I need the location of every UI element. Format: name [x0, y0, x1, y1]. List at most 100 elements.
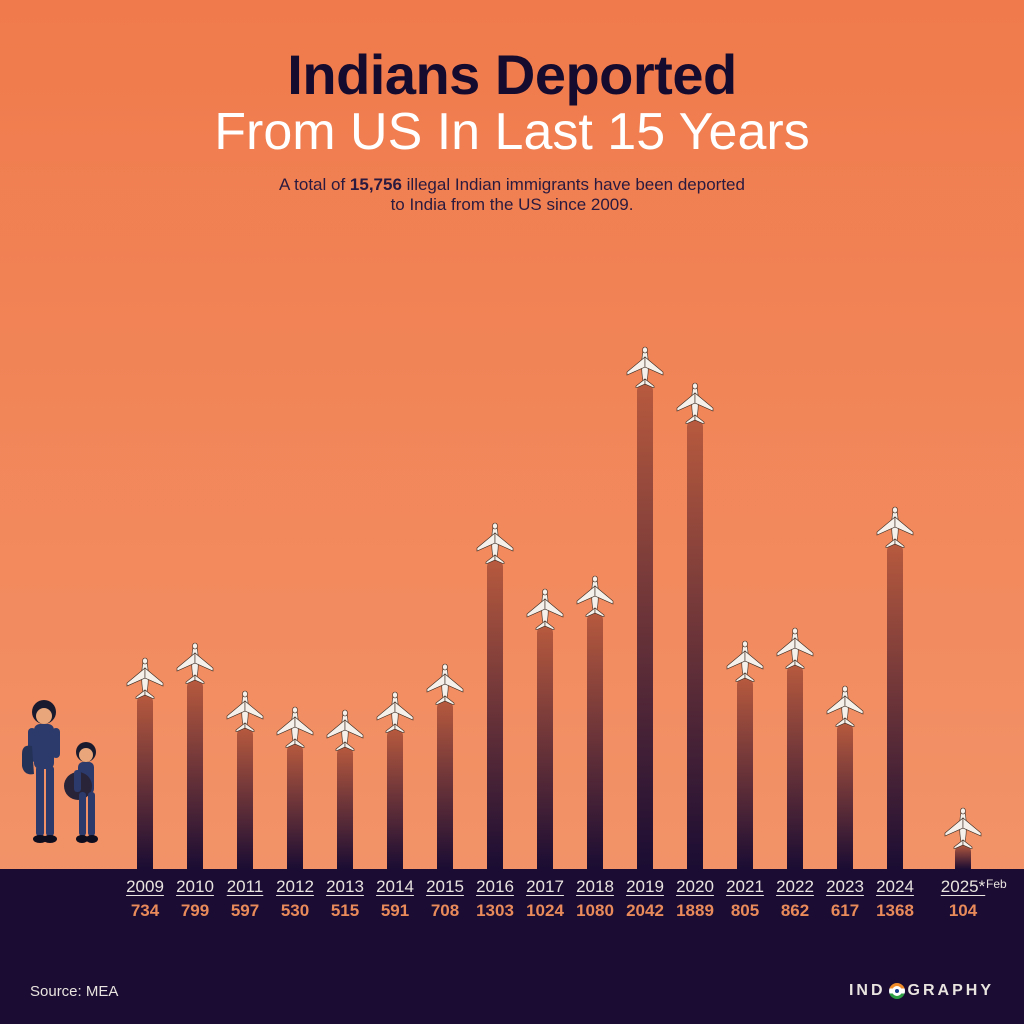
bar-2023 — [820, 722, 870, 869]
brand-chakra-icon — [889, 983, 905, 999]
year-label: 2009 — [120, 877, 170, 897]
value-label: 805 — [720, 901, 770, 921]
bar-trail — [687, 419, 703, 869]
year-label: 2017 — [520, 877, 570, 897]
title-line-2: From US In Last 15 Years — [0, 105, 1024, 160]
axis-label-2012: 2012 530 — [270, 877, 320, 921]
bar-trail — [487, 559, 503, 869]
plane-icon — [675, 380, 715, 429]
axis-label-2023: 2023 617 — [820, 877, 870, 921]
plane-icon — [575, 573, 615, 622]
bars-container — [120, 383, 988, 869]
value-label: 597 — [220, 901, 270, 921]
plane-icon — [675, 380, 715, 424]
plane-icon — [825, 683, 865, 732]
plane-icon — [725, 638, 765, 682]
value-label: 530 — [270, 901, 320, 921]
axis-label-2022: 2022862 — [770, 877, 820, 921]
axis-label-2010: 2010799 — [170, 877, 220, 921]
axis-label-2024: 2024 1368 — [870, 877, 920, 921]
plane-icon — [943, 805, 983, 854]
plane-icon — [275, 704, 315, 753]
axis-label-2016: 20161303 — [470, 877, 520, 921]
bar-trail — [537, 625, 553, 869]
bar-trail — [387, 728, 403, 869]
year-label: 2018 — [570, 877, 620, 897]
axis-label-2011: 2011597 — [220, 877, 270, 921]
bar-2020 — [670, 419, 720, 869]
infographic-canvas: Indians Deported From US In Last 15 Year… — [0, 0, 1024, 1024]
value-label: 617 — [820, 901, 870, 921]
subtitle-pre: A total of — [279, 175, 350, 194]
plane-icon — [275, 704, 315, 748]
plane-icon — [175, 640, 215, 689]
plane-icon — [325, 707, 365, 756]
value-label: 104 — [938, 901, 988, 921]
year-label: 2016 — [470, 877, 520, 897]
axis-label-2017: 20171024 — [520, 877, 570, 921]
year-label: 2024 — [870, 877, 920, 897]
plane-icon — [475, 520, 515, 564]
year-label: 2023 — [820, 877, 870, 897]
source-credit: Source: MEA — [30, 983, 118, 1000]
year-label: 2021 — [720, 877, 770, 897]
plane-icon — [375, 689, 415, 733]
bar-2024 — [870, 543, 920, 869]
plane-icon — [225, 688, 265, 732]
plane-icon — [875, 504, 915, 553]
value-label: 515 — [320, 901, 370, 921]
plane-icon — [775, 625, 815, 669]
axis-label-2015: 2015708 — [420, 877, 470, 921]
bar-trail — [137, 694, 153, 869]
bar-trail — [887, 543, 903, 869]
axis-label-2013: 2013515 — [320, 877, 370, 921]
subtitle-bold: 15,756 — [350, 175, 402, 194]
bar-2022 — [770, 664, 820, 869]
bar-trail — [837, 722, 853, 869]
plane-icon — [125, 655, 165, 704]
brand-pre: IND — [849, 982, 886, 1000]
plane-icon — [725, 638, 765, 687]
bar-2021 — [720, 677, 770, 869]
bar-2011 — [220, 727, 270, 869]
plane-icon — [425, 661, 465, 710]
value-label: 708 — [420, 901, 470, 921]
bar-trail — [337, 746, 353, 869]
bar-2014 — [370, 728, 420, 869]
bar-trail — [437, 700, 453, 869]
plane-icon — [475, 520, 515, 569]
year-label: 2022 — [770, 877, 820, 897]
year-label: 2012 — [270, 877, 320, 897]
brand-post: GRAPHY — [908, 982, 994, 1000]
value-label: 799 — [170, 901, 220, 921]
bar-2018 — [570, 612, 620, 869]
subtitle: A total of 15,756 illegal Indian immigra… — [0, 175, 1024, 215]
bar-2015 — [420, 700, 470, 869]
brand-logo: IND GRAPHY — [849, 982, 994, 1000]
plane-icon — [525, 586, 565, 635]
bar-2017 — [520, 625, 570, 869]
plane-icon — [625, 344, 665, 388]
plane-icon — [225, 688, 265, 737]
bar-2010 — [170, 679, 220, 869]
axis-label-2018: 2018 1080 — [570, 877, 620, 921]
value-label: 1080 — [570, 901, 620, 921]
bar-2025* — [938, 844, 988, 869]
year-note: Feb — [986, 877, 1007, 891]
plane-icon — [575, 573, 615, 617]
plane-icon — [375, 689, 415, 738]
x-axis-labels: 2009734201079920115972012530201351520145… — [120, 877, 1024, 921]
year-label: 2019 — [620, 877, 670, 897]
value-label: 734 — [120, 901, 170, 921]
subtitle-post: illegal Indian immigrants have been depo… — [402, 175, 745, 194]
bar-2016 — [470, 559, 520, 869]
plane-icon — [525, 586, 565, 630]
bar-trail — [787, 664, 803, 869]
plane-icon — [775, 625, 815, 674]
bar-trail — [737, 677, 753, 869]
value-label: 2042 — [620, 901, 670, 921]
value-label: 1368 — [870, 901, 920, 921]
axis-label-2025*: 2025*Feb104 — [938, 877, 988, 921]
axis-label-2019: 2019 2042 — [620, 877, 670, 921]
bar-2013 — [320, 746, 370, 869]
